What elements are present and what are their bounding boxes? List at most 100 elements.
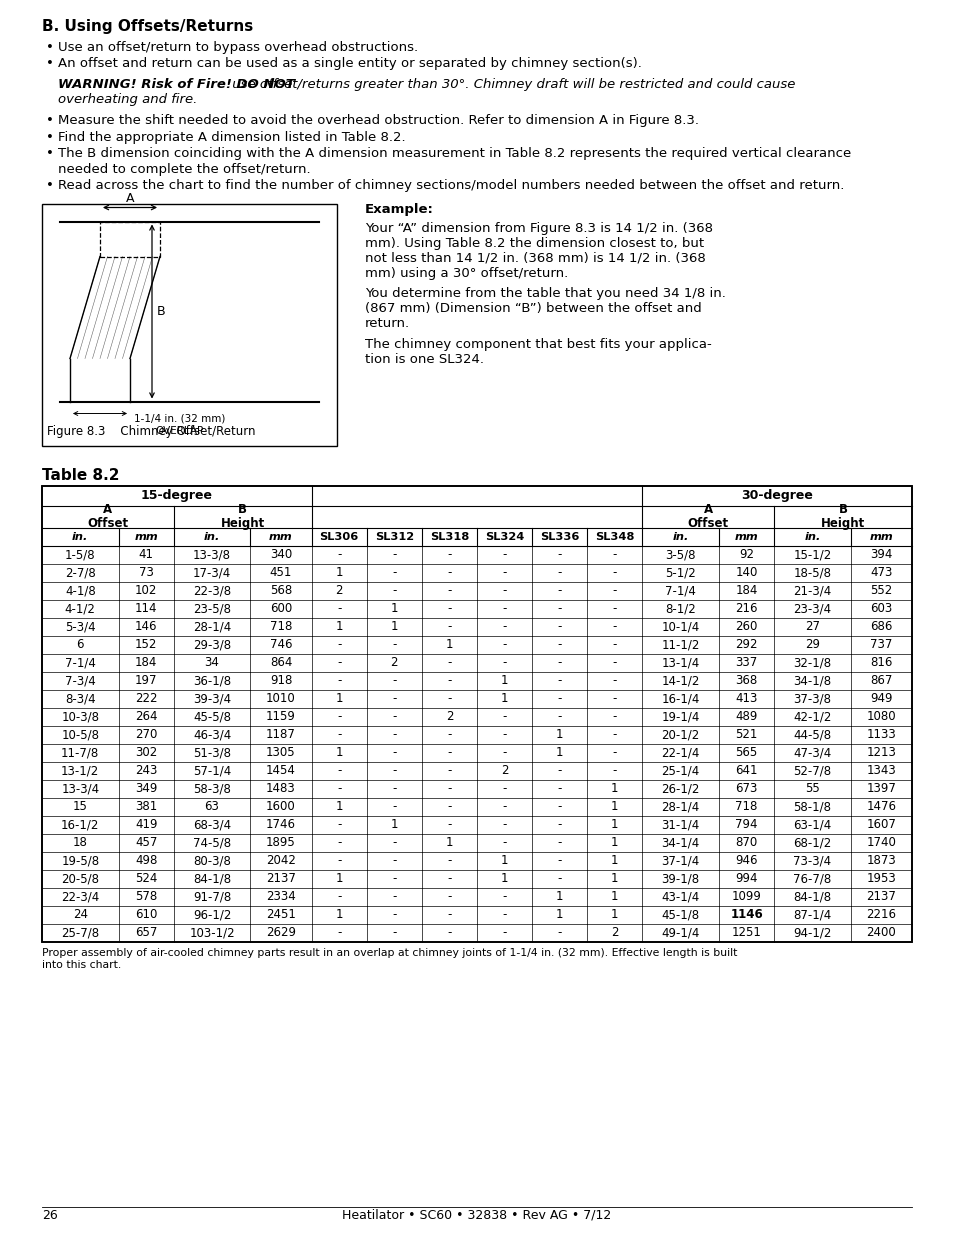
Text: 57-1/4: 57-1/4 <box>193 764 231 777</box>
Text: 20-5/8: 20-5/8 <box>61 872 99 884</box>
Text: -: - <box>392 800 396 813</box>
Text: -: - <box>447 691 451 705</box>
Text: 918: 918 <box>270 674 292 687</box>
Text: -: - <box>502 836 506 849</box>
Text: 1251: 1251 <box>731 927 760 939</box>
Text: SL336: SL336 <box>539 532 578 542</box>
Text: 7-1/4: 7-1/4 <box>664 584 696 597</box>
Text: 73-3/4: 73-3/4 <box>793 854 831 867</box>
Text: -: - <box>557 656 561 669</box>
Text: 1305: 1305 <box>266 746 295 760</box>
Text: SL312: SL312 <box>375 532 414 542</box>
Text: 2137: 2137 <box>266 872 295 884</box>
Text: mm: mm <box>269 532 293 542</box>
Text: -: - <box>392 691 396 705</box>
Text: 26-1/2: 26-1/2 <box>660 782 700 795</box>
Text: 1: 1 <box>611 872 618 884</box>
Text: 55: 55 <box>804 782 819 795</box>
Text: 27: 27 <box>804 620 819 633</box>
Text: 1: 1 <box>500 854 508 867</box>
Text: 2: 2 <box>611 927 618 939</box>
Text: 657: 657 <box>134 927 157 939</box>
Text: -: - <box>447 782 451 795</box>
Text: 10-5/8: 10-5/8 <box>61 729 99 741</box>
Text: -: - <box>447 908 451 922</box>
Text: -: - <box>447 656 451 669</box>
Text: 24: 24 <box>72 908 88 922</box>
Text: 94-1/2: 94-1/2 <box>793 927 831 939</box>
Text: tion is one SL324.: tion is one SL324. <box>365 353 483 366</box>
Text: 1454: 1454 <box>266 764 295 777</box>
Text: 816: 816 <box>869 656 892 669</box>
Text: 34-1/8: 34-1/8 <box>793 674 831 687</box>
Text: -: - <box>612 584 617 597</box>
Text: -: - <box>447 674 451 687</box>
Text: 1: 1 <box>611 782 618 795</box>
Text: 18: 18 <box>72 836 88 849</box>
Text: 46-3/4: 46-3/4 <box>193 729 231 741</box>
Text: 44-5/8: 44-5/8 <box>793 729 831 741</box>
Text: 41: 41 <box>138 548 153 562</box>
Text: 1: 1 <box>335 691 342 705</box>
Text: 1607: 1607 <box>865 818 896 831</box>
Text: 20-1/2: 20-1/2 <box>660 729 700 741</box>
Text: -: - <box>557 854 561 867</box>
Text: -: - <box>336 674 341 687</box>
Text: -: - <box>502 710 506 722</box>
Text: 45-5/8: 45-5/8 <box>193 710 231 722</box>
Text: -: - <box>392 872 396 884</box>
Text: 13-1/4: 13-1/4 <box>660 656 700 669</box>
Text: 76-7/8: 76-7/8 <box>793 872 831 884</box>
Text: 45-1/8: 45-1/8 <box>661 908 700 922</box>
Text: 1-1/4 in. (32 mm): 1-1/4 in. (32 mm) <box>133 413 225 423</box>
Text: 1: 1 <box>556 889 563 903</box>
Text: 2137: 2137 <box>865 889 896 903</box>
Text: -: - <box>557 691 561 705</box>
Text: 260: 260 <box>735 620 757 633</box>
Text: -: - <box>557 548 561 562</box>
Text: 91-7/8: 91-7/8 <box>193 889 231 903</box>
Text: 197: 197 <box>134 674 157 687</box>
Text: 52-7/8: 52-7/8 <box>793 764 831 777</box>
Text: mm: mm <box>868 532 892 542</box>
Text: 10-3/8: 10-3/8 <box>61 710 99 722</box>
Text: 11-7/8: 11-7/8 <box>61 746 99 760</box>
Text: 381: 381 <box>135 800 157 813</box>
Text: 13-3/8: 13-3/8 <box>193 548 231 562</box>
Text: 1187: 1187 <box>266 729 295 741</box>
Text: 302: 302 <box>135 746 157 760</box>
Text: 21-3/4: 21-3/4 <box>793 584 831 597</box>
Text: 489: 489 <box>735 710 757 722</box>
Text: 216: 216 <box>735 602 757 615</box>
Text: -: - <box>392 746 396 760</box>
Text: 2400: 2400 <box>865 927 895 939</box>
Text: 1: 1 <box>556 729 563 741</box>
Text: -: - <box>336 836 341 849</box>
Text: 867: 867 <box>869 674 892 687</box>
Text: Read across the chart to find the number of chimney sections/model numbers neede: Read across the chart to find the number… <box>58 179 843 192</box>
Text: 1: 1 <box>611 889 618 903</box>
Text: 3-5/8: 3-5/8 <box>665 548 696 562</box>
Text: -: - <box>502 602 506 615</box>
Text: •: • <box>46 179 53 192</box>
Text: 1: 1 <box>611 908 618 922</box>
Text: Example:: Example: <box>365 204 434 216</box>
Text: A
Offset: A Offset <box>687 503 728 529</box>
Text: 1: 1 <box>335 567 342 579</box>
Text: needed to complete the offset/return.: needed to complete the offset/return. <box>58 162 311 176</box>
Text: -: - <box>557 602 561 615</box>
Text: -: - <box>392 584 396 597</box>
Text: •: • <box>46 147 53 160</box>
Text: -: - <box>612 638 617 651</box>
Text: 1: 1 <box>335 620 342 633</box>
Text: 42-1/2: 42-1/2 <box>793 710 831 722</box>
Text: SL318: SL318 <box>430 532 469 542</box>
Text: -: - <box>447 764 451 777</box>
Text: 22-3/4: 22-3/4 <box>61 889 99 903</box>
Text: -: - <box>502 927 506 939</box>
Text: 2334: 2334 <box>266 889 295 903</box>
Text: 1: 1 <box>335 872 342 884</box>
Text: 34-1/4: 34-1/4 <box>660 836 700 849</box>
Text: -: - <box>557 782 561 795</box>
Text: -: - <box>502 584 506 597</box>
